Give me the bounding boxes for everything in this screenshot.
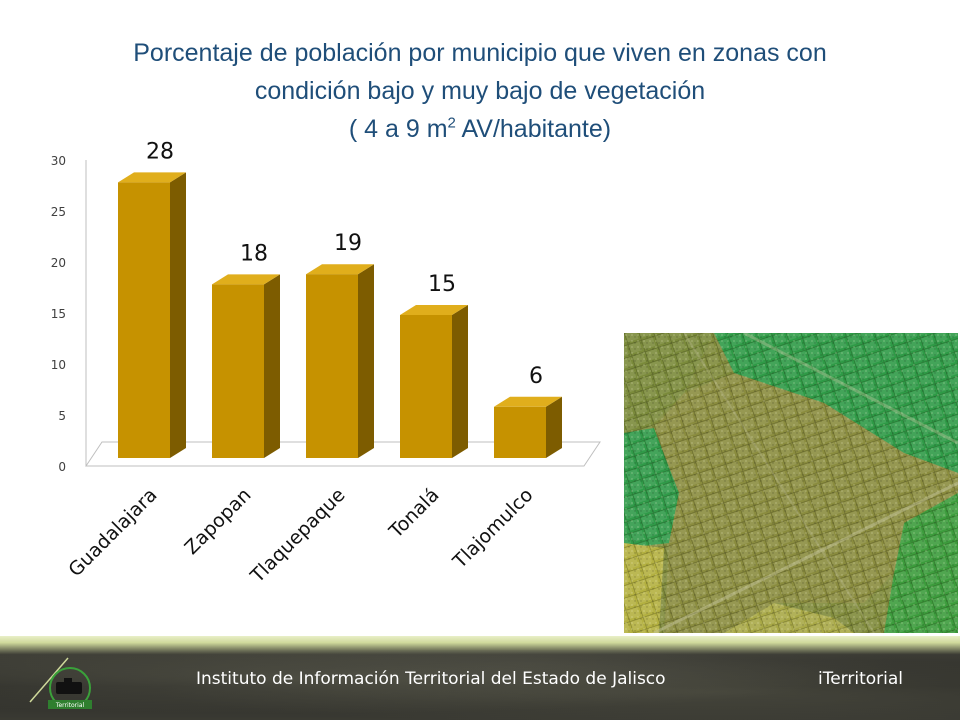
y-axis: 0 5 10 15 20 25 30 (51, 154, 66, 474)
y-tick-label: 0 (58, 460, 66, 474)
bar-front (494, 406, 546, 458)
bar-top (400, 305, 468, 315)
x-tick-label: Zapopan (181, 484, 256, 559)
data-label: 18 (240, 241, 268, 266)
data-label: 28 (146, 139, 174, 164)
bar-top (118, 172, 186, 183)
data-label: 19 (334, 231, 362, 256)
bar-front (400, 315, 452, 458)
bar-front (306, 274, 358, 458)
y-tick-label: 20 (51, 256, 66, 270)
x-tick-label: Guadalajara (64, 484, 161, 581)
title-line-3: ( 4 a 9 m2 AV/habitante) (20, 110, 940, 148)
bar-tlajomulco (494, 396, 562, 458)
bar-side (170, 172, 186, 458)
brand-name: iTerritorial (818, 669, 903, 689)
y-tick-label: 25 (51, 205, 66, 219)
bar-front (212, 284, 264, 458)
y-tick-label: 30 (51, 154, 66, 168)
bar-top (494, 396, 562, 407)
bar-side (546, 396, 562, 458)
x-tick-label: Tlaquepaque (246, 484, 350, 588)
chart-title: Porcentaje de población por municipio qu… (20, 34, 940, 148)
y-tick-label: 15 (51, 307, 66, 321)
bar-side (358, 264, 374, 458)
institute-name: Instituto de Información Territorial del… (196, 669, 666, 689)
bar-tlaquepaque (306, 264, 374, 458)
bar-chart: 0 5 10 15 20 25 30 28 18 19 15 6 Guadalajara Zapopa… (51, 139, 601, 588)
title-line-2: condición bajo y muy bajo de vegetación (254, 77, 706, 105)
x-tick-label: Tlajomulco (448, 484, 537, 573)
bar-tonalá (400, 305, 468, 458)
satellite-map (624, 333, 958, 633)
title-superscript: 2 (447, 114, 456, 132)
iterritorial-logo: Territorial (29, 657, 92, 709)
chart-bars (118, 172, 562, 458)
title-line-3-post: AV/habitante) (455, 115, 612, 143)
bar-side (264, 274, 280, 458)
footer-bar (0, 636, 960, 720)
data-labels: 28 18 19 15 6 (146, 139, 543, 388)
bar-top (306, 264, 374, 275)
footer-texture (0, 650, 960, 720)
title-line-1: Porcentaje de población por municipio qu… (133, 39, 827, 67)
bar-front (118, 182, 170, 458)
vegetation-map-image (624, 333, 958, 633)
logo-text: Territorial (55, 702, 85, 709)
bar-top (212, 274, 280, 285)
data-label: 6 (529, 364, 543, 389)
title-line-3-pre: ( 4 a 9 m (348, 115, 448, 143)
y-tick-label: 5 (58, 409, 66, 423)
x-tick-label: Tonalá (384, 484, 443, 543)
y-tick-label: 10 (51, 358, 66, 372)
data-label: 15 (428, 272, 456, 297)
bar-guadalajara (118, 172, 186, 458)
logo-vehicle-icon (56, 682, 82, 694)
bar-zapopan (212, 274, 280, 458)
bar-side (452, 305, 468, 458)
